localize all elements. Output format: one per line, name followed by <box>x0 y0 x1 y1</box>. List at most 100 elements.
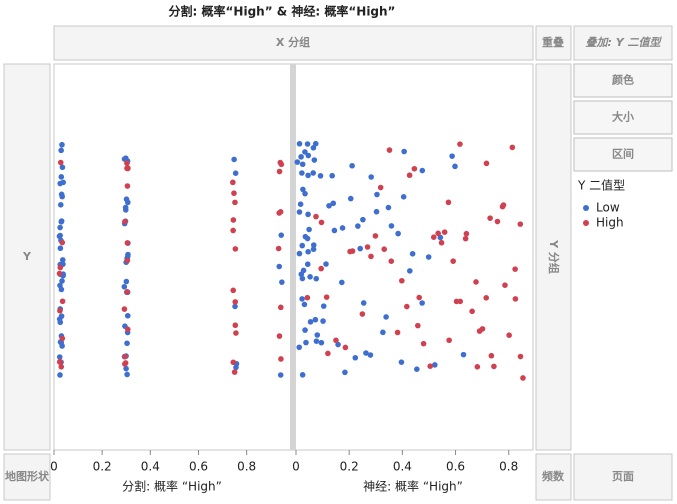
button[interactable] <box>573 100 673 135</box>
data-point <box>398 359 405 365</box>
data-point <box>57 224 63 231</box>
data-point <box>59 298 66 305</box>
data-point <box>275 245 282 252</box>
x-tick-label: 0.2 <box>93 460 112 474</box>
data-point <box>57 159 64 166</box>
x-group-zone[interactable] <box>53 25 534 61</box>
data-point <box>457 298 464 305</box>
data-point <box>306 226 312 233</box>
freq-zone[interactable] <box>535 453 572 501</box>
x-tick-label: 0.4 <box>393 460 412 474</box>
legend-marker <box>583 220 589 226</box>
data-point <box>57 264 64 271</box>
data-point <box>339 225 346 231</box>
data-point <box>296 140 303 147</box>
data-point <box>299 296 305 302</box>
data-point <box>59 278 65 284</box>
data-point <box>404 303 410 310</box>
data-point <box>357 245 363 252</box>
data-point <box>278 356 284 362</box>
data-point <box>318 219 325 226</box>
data-point <box>276 333 283 339</box>
data-point <box>313 275 320 282</box>
x-tick-label: 0.8 <box>499 460 518 474</box>
button[interactable] <box>573 137 673 172</box>
data-point <box>124 289 130 295</box>
data-point <box>300 186 306 193</box>
data-point <box>307 319 314 325</box>
map-shape-zone[interactable] <box>3 453 51 501</box>
data-point <box>124 312 131 319</box>
data-point <box>411 165 418 172</box>
overlap-zone[interactable] <box>535 25 572 61</box>
data-point <box>231 156 237 163</box>
x-tick-label: 0.4 <box>141 460 160 474</box>
data-point <box>311 157 318 163</box>
data-point <box>325 350 331 357</box>
data-point <box>474 364 481 370</box>
data-point <box>313 338 320 344</box>
data-point <box>231 369 238 375</box>
freq-label: 频数 <box>542 469 565 483</box>
data-point <box>122 353 128 360</box>
data-point <box>331 227 338 234</box>
data-point <box>373 208 380 215</box>
data-point <box>301 301 308 308</box>
data-point <box>415 322 421 329</box>
x-tick-label: 0 <box>292 460 300 474</box>
data-point <box>230 359 237 366</box>
page-zone[interactable] <box>573 453 673 501</box>
data-point <box>349 162 355 169</box>
data-point <box>304 294 311 301</box>
data-point <box>372 233 379 239</box>
data-point <box>377 184 384 191</box>
data-point <box>517 353 524 360</box>
data-point <box>401 148 407 155</box>
data-point <box>483 160 490 167</box>
data-point <box>302 149 308 155</box>
data-point <box>349 248 356 254</box>
overlay-zone[interactable] <box>573 25 673 61</box>
data-point <box>386 147 393 153</box>
data-point <box>121 306 128 312</box>
data-point <box>125 165 131 171</box>
panel-separator <box>290 64 296 450</box>
data-point <box>512 296 519 302</box>
data-point <box>368 174 374 180</box>
data-point <box>342 369 348 376</box>
data-point <box>506 332 512 338</box>
data-point <box>407 268 413 274</box>
button[interactable] <box>573 63 673 98</box>
overlap-label: 重叠 <box>542 35 564 49</box>
data-point <box>310 170 316 176</box>
data-point <box>57 372 63 378</box>
data-point <box>326 202 332 209</box>
data-point <box>59 257 66 263</box>
data-point <box>124 240 131 246</box>
data-point <box>342 344 349 351</box>
data-point <box>435 230 441 237</box>
data-point <box>58 219 65 225</box>
x-tick-label: 0.6 <box>446 460 465 474</box>
data-point <box>312 316 319 323</box>
data-point <box>427 363 434 369</box>
data-point <box>59 335 66 342</box>
data-point <box>420 340 427 347</box>
data-point <box>230 179 236 186</box>
y-zone[interactable] <box>3 63 51 451</box>
data-point <box>279 279 285 285</box>
x-tick-label: 0.2 <box>340 460 359 474</box>
data-point <box>304 235 311 242</box>
x-tick-label: 0 <box>50 460 58 474</box>
data-point <box>320 318 326 324</box>
data-point <box>399 277 405 284</box>
data-point <box>122 218 128 225</box>
data-point <box>313 213 319 220</box>
data-point <box>452 163 458 170</box>
y-group-zone[interactable] <box>535 63 572 451</box>
data-point <box>437 234 444 241</box>
data-point <box>450 258 456 264</box>
data-point <box>56 233 63 240</box>
x-axis-label: 神经: 概率 “High” <box>363 479 463 494</box>
data-point <box>233 330 239 336</box>
